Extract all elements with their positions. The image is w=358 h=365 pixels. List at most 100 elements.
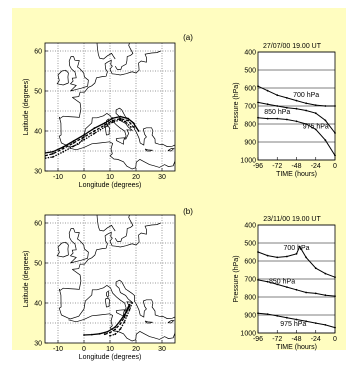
pressure-ytick-label: 900 — [244, 140, 256, 147]
pressure-point — [257, 279, 259, 281]
pressure-point — [267, 118, 269, 120]
pressure-xtick-label: -96 — [253, 336, 263, 343]
pressure-ytick-label: 500 — [244, 68, 256, 75]
map-xtick-label: 30 — [158, 346, 166, 353]
map-xtick-label: 10 — [106, 346, 114, 353]
trajectory-point — [91, 334, 93, 336]
pressure-point — [286, 317, 288, 319]
trajectory-point — [73, 142, 75, 144]
pressure-point — [315, 104, 317, 106]
pressure-xtick-label: -96 — [253, 163, 263, 170]
trajectory-point — [133, 126, 135, 128]
panel-label-b: (b) — [183, 207, 193, 216]
trajectory-point — [120, 323, 122, 325]
pressure-xtick-label: -48 — [291, 336, 301, 343]
pressure-ytick-label: 600 — [244, 259, 256, 266]
trajectory-point — [109, 335, 111, 337]
pressure-ylabel: Pressure (hPa) — [233, 255, 240, 302]
map-xtick-label: 30 — [158, 174, 166, 181]
trajectory-point — [133, 122, 135, 124]
pressure-annotation: 850 hPa — [269, 279, 295, 286]
trajectory-point — [114, 329, 116, 331]
pressure-point — [324, 120, 326, 122]
pressure-point — [324, 105, 326, 107]
pressure-point — [315, 322, 317, 324]
pressure-xlabel: TIME (hours) — [276, 344, 317, 351]
pressure-point — [305, 110, 307, 112]
trajectory-point — [73, 145, 75, 147]
pressure-ytick-label: 600 — [244, 86, 256, 93]
pressure-point — [267, 103, 269, 105]
pressure-point — [305, 292, 307, 294]
trajectory-point — [109, 332, 111, 334]
pressure-point — [315, 112, 317, 114]
pressure-point — [334, 132, 336, 134]
pressure-annotation: 700 hPa — [283, 245, 309, 252]
map-ytick-label: 60 — [34, 49, 42, 56]
trajectory-point — [126, 310, 128, 312]
map-frame — [45, 43, 175, 171]
trajectory-point — [131, 302, 133, 304]
pressure-point — [276, 105, 278, 107]
map-plot-a: -10 0 10 20 3030405060Longitude (degrees)Lat… — [23, 43, 178, 189]
pressure-ytick-label: 800 — [244, 295, 256, 302]
pressure-point — [267, 90, 269, 92]
trajectory-point — [52, 153, 54, 155]
trajectory-point — [62, 151, 64, 153]
pressure-point — [257, 312, 259, 314]
pressure-point — [276, 315, 278, 317]
trajectory-point — [104, 126, 106, 128]
map-xtick-label: 0 — [82, 174, 86, 181]
pressure-ytick-label: 800 — [244, 122, 256, 129]
trajectory-point — [126, 315, 128, 317]
trajectory-point — [112, 121, 114, 123]
pressure-xtick-label: -72 — [272, 163, 282, 170]
map-xtick-label: -10 — [53, 174, 63, 181]
pressure-point — [324, 294, 326, 296]
trajectory-point — [114, 326, 116, 328]
pressure-xtick-label: 0 — [333, 336, 337, 343]
pressure-xtick-label: -72 — [272, 336, 282, 343]
pressure-point — [334, 327, 336, 329]
pressure-point — [334, 155, 336, 157]
trajectory-point — [120, 328, 122, 330]
trajectory-point — [120, 116, 122, 118]
trajectory-point — [127, 120, 129, 122]
map-ytick-label: 30 — [34, 169, 42, 176]
pressure-point — [276, 118, 278, 120]
pressure-point — [334, 276, 336, 278]
pressure-ylabel: Pressure (hPa) — [233, 82, 240, 129]
pressure-point — [305, 102, 307, 104]
pressure-xtick-label: -24 — [311, 163, 321, 170]
pressure-point — [257, 85, 259, 87]
map-frame — [45, 215, 175, 343]
pressure-point — [257, 102, 259, 104]
map-xtick-label: 0 — [82, 346, 86, 353]
pressure-xtick-label: 0 — [333, 163, 337, 170]
trajectory-point — [83, 136, 85, 138]
pressure-point — [296, 108, 298, 110]
map-ytick-label: 40 — [34, 129, 42, 136]
trajectory-point — [83, 139, 85, 141]
pressure-point — [286, 286, 288, 288]
pressure-annotation: 700 hPa — [293, 92, 319, 99]
pressure-xtick-label: -24 — [311, 336, 321, 343]
pressure-ytick-label: 700 — [244, 104, 256, 111]
pressure-point — [315, 293, 317, 295]
pressure-ytick-label: 400 — [244, 223, 256, 230]
pressure-point — [296, 253, 298, 255]
pressure-xlabel: TIME (hours) — [276, 171, 317, 178]
pressure-point — [267, 255, 269, 257]
trajectory-point — [94, 127, 96, 129]
trajectory-point — [52, 151, 54, 153]
pressure-point — [276, 257, 278, 259]
pressure-point — [324, 273, 326, 275]
trajectory-point — [112, 117, 114, 119]
trajectory-point — [129, 309, 131, 311]
map-ytick-label: 60 — [34, 221, 42, 228]
trajectory-point — [138, 130, 140, 132]
map-ytick-label: 30 — [34, 341, 42, 348]
pressure-point — [305, 257, 307, 259]
trajectory-point — [125, 121, 127, 123]
map-ylabel: Latitude (degrees) — [23, 79, 30, 136]
